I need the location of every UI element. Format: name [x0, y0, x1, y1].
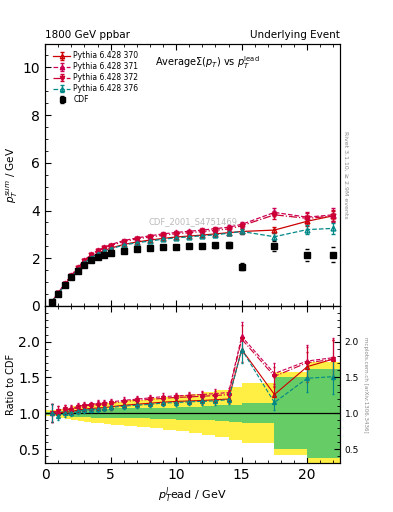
Y-axis label: mcplots.cern.ch [arXiv:1306.3436]: mcplots.cern.ch [arXiv:1306.3436]	[362, 337, 367, 433]
Text: CDF_2001_S4751469: CDF_2001_S4751469	[148, 218, 237, 226]
Y-axis label: Ratio to CDF: Ratio to CDF	[6, 354, 16, 415]
Legend: Pythia 6.428 370, Pythia 6.428 371, Pythia 6.428 372, Pythia 6.428 376, CDF: Pythia 6.428 370, Pythia 6.428 371, Pyth…	[52, 50, 140, 105]
Y-axis label: Rivet 3.1.10, ≥ 2.9M events: Rivet 3.1.10, ≥ 2.9M events	[343, 131, 348, 219]
Y-axis label: $p_T^{sum}$ / GeV: $p_T^{sum}$ / GeV	[5, 146, 20, 203]
Text: Average$\Sigma$($p_T$) vs $p_T^{\rm lead}$: Average$\Sigma$($p_T$) vs $p_T^{\rm lead…	[155, 54, 260, 71]
Text: Underlying Event: Underlying Event	[250, 30, 340, 40]
X-axis label: $p_T^l$ead / GeV: $p_T^l$ead / GeV	[158, 485, 227, 505]
Text: 1800 GeV ppbar: 1800 GeV ppbar	[45, 30, 130, 40]
